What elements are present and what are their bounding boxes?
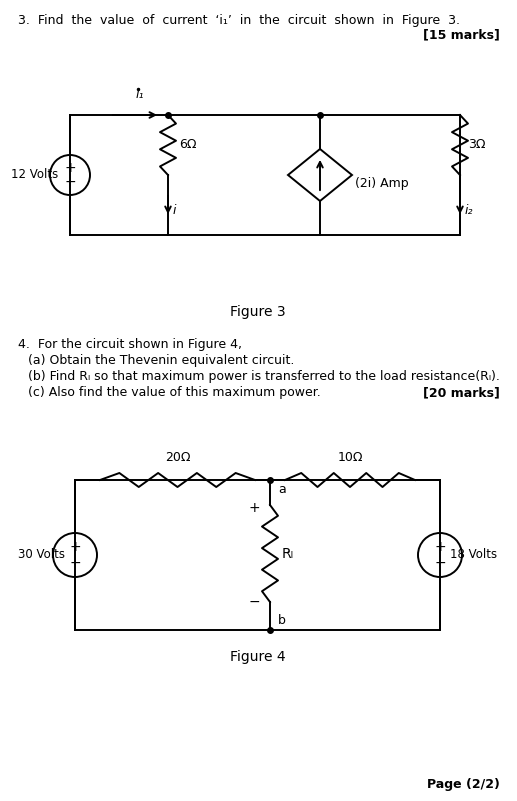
Text: +: + — [69, 540, 81, 554]
Text: −: − — [69, 556, 81, 570]
Text: Rₗ: Rₗ — [282, 546, 294, 561]
Text: 18 Volts: 18 Volts — [450, 549, 497, 562]
Text: +: + — [64, 161, 76, 175]
Text: 4.  For the circuit shown in Figure 4,: 4. For the circuit shown in Figure 4, — [18, 338, 242, 351]
Text: b: b — [278, 614, 286, 627]
Text: 3.  Find  the  value  of  current  ‘i₁’  in  the  circuit  shown  in  Figure  3.: 3. Find the value of current ‘i₁’ in the… — [18, 14, 460, 27]
Text: 12 Volts: 12 Volts — [11, 168, 58, 182]
Text: −: − — [64, 175, 76, 189]
Text: 6Ω: 6Ω — [179, 139, 196, 151]
Text: (a) Obtain the Thevenin equivalent circuit.: (a) Obtain the Thevenin equivalent circu… — [28, 354, 294, 367]
Text: 10Ω: 10Ω — [337, 451, 363, 464]
Text: [20 marks]: [20 marks] — [423, 386, 500, 399]
Text: i: i — [173, 203, 176, 216]
Text: i₁: i₁ — [136, 88, 144, 101]
Text: Figure 3: Figure 3 — [230, 305, 286, 319]
Text: Page (2/2): Page (2/2) — [427, 778, 500, 791]
Text: (c) Also find the value of this maximum power.: (c) Also find the value of this maximum … — [28, 386, 321, 399]
Text: Figure 4: Figure 4 — [230, 650, 286, 664]
Text: (2i) Amp: (2i) Amp — [355, 176, 408, 190]
Text: +: + — [248, 501, 260, 515]
Text: 20Ω: 20Ω — [165, 451, 190, 464]
Text: 3Ω: 3Ω — [468, 139, 485, 151]
Text: (b) Find Rₗ so that maximum power is transferred to the load resistance(Rₗ).: (b) Find Rₗ so that maximum power is tra… — [28, 370, 500, 383]
Text: −: − — [434, 556, 446, 570]
Text: +: + — [434, 540, 446, 554]
Text: a: a — [278, 483, 286, 496]
Text: −: − — [248, 595, 260, 609]
Text: 30 Volts: 30 Volts — [18, 549, 65, 562]
Text: [15 marks]: [15 marks] — [423, 28, 500, 41]
Text: i₂: i₂ — [465, 203, 474, 216]
